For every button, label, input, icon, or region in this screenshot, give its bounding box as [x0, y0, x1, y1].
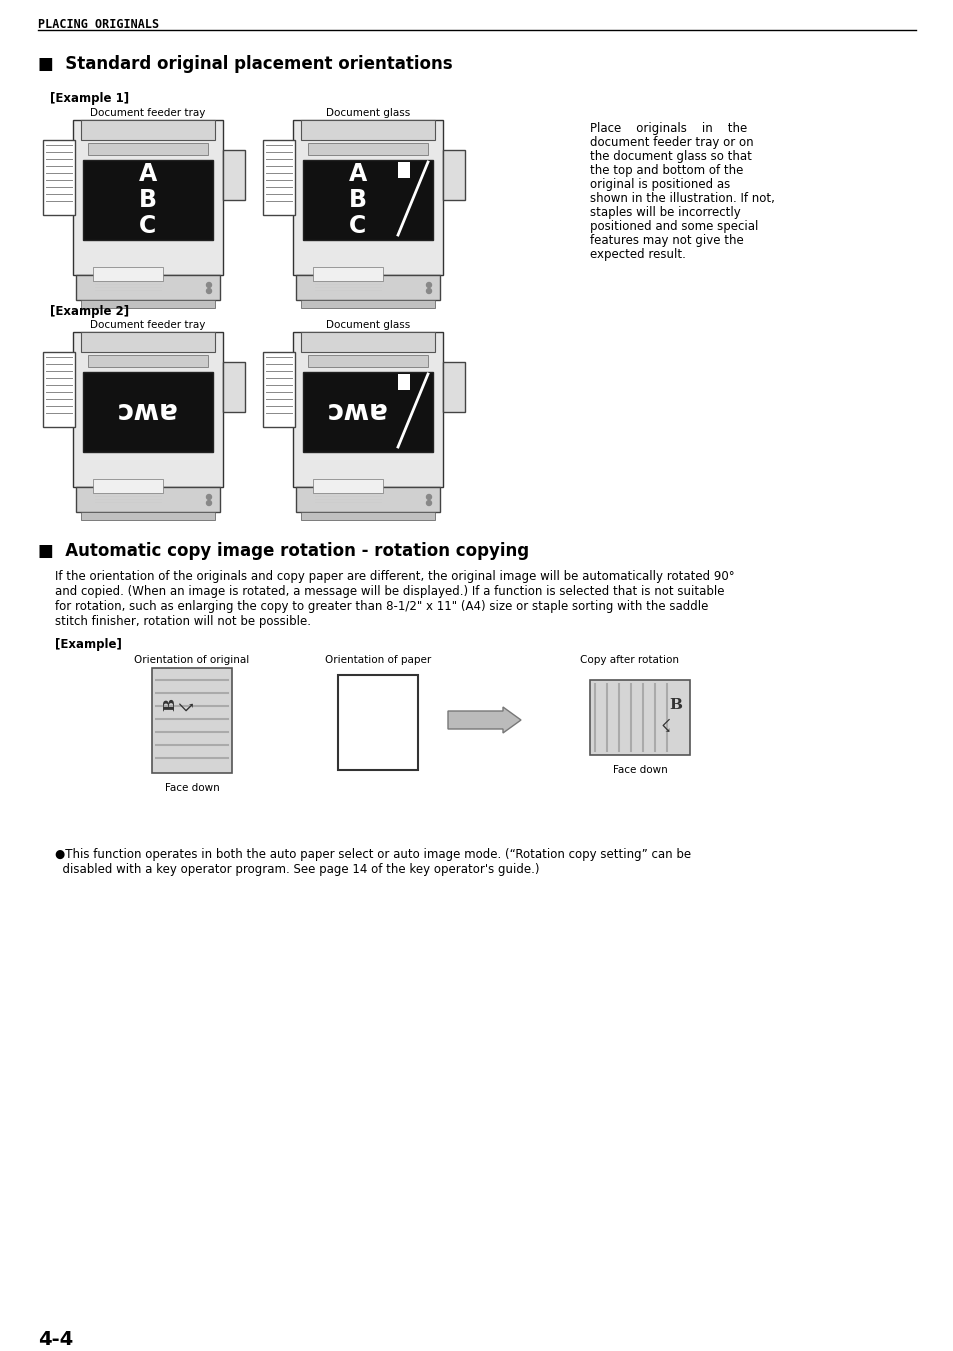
- Bar: [223, 150, 245, 200]
- Text: document feeder tray or on: document feeder tray or on: [589, 136, 753, 149]
- Text: ☇: ☇: [660, 717, 670, 736]
- Bar: [83, 159, 213, 240]
- Text: stitch finisher, rotation will not be possible.: stitch finisher, rotation will not be po…: [55, 615, 311, 628]
- Text: the top and bottom of the: the top and bottom of the: [589, 163, 742, 177]
- Circle shape: [426, 500, 431, 505]
- Bar: [442, 362, 464, 412]
- Bar: [263, 141, 294, 215]
- Bar: [301, 300, 435, 308]
- Text: and copied. (When an image is rotated, a message will be displayed.) If a functi: and copied. (When an image is rotated, a…: [55, 585, 723, 598]
- Bar: [293, 332, 442, 486]
- Text: shown in the illustration. If not,: shown in the illustration. If not,: [589, 192, 774, 205]
- Text: the document glass so that: the document glass so that: [589, 150, 751, 163]
- Bar: [303, 372, 433, 453]
- Text: Copy after rotation: Copy after rotation: [579, 655, 679, 665]
- Bar: [313, 480, 382, 493]
- Text: B: B: [163, 698, 177, 711]
- Text: [Example]: [Example]: [55, 638, 122, 651]
- Text: A
B
C: A B C: [349, 162, 367, 238]
- Text: positioned and some special: positioned and some special: [589, 220, 758, 232]
- Text: Document glass: Document glass: [326, 108, 410, 118]
- Bar: [76, 486, 220, 512]
- Text: staples will be incorrectly: staples will be incorrectly: [589, 205, 740, 219]
- Bar: [442, 150, 464, 200]
- Circle shape: [206, 282, 212, 288]
- Circle shape: [426, 289, 431, 293]
- Bar: [88, 355, 208, 367]
- Bar: [303, 159, 433, 240]
- Text: A
B
C: A B C: [139, 162, 157, 238]
- Bar: [81, 332, 214, 353]
- Bar: [83, 372, 213, 453]
- Text: [Example 2]: [Example 2]: [50, 305, 129, 317]
- Text: PLACING ORIGINALS: PLACING ORIGINALS: [38, 18, 159, 31]
- Circle shape: [426, 494, 431, 500]
- Bar: [589, 680, 689, 755]
- Text: Document feeder tray: Document feeder tray: [91, 320, 206, 330]
- Text: disabled with a key operator program. See page 14 of the key operator's guide.): disabled with a key operator program. Se…: [55, 863, 539, 875]
- Text: [Example 1]: [Example 1]: [50, 92, 129, 105]
- Bar: [43, 353, 75, 427]
- Text: Orientation of paper: Orientation of paper: [325, 655, 431, 665]
- Bar: [76, 276, 220, 300]
- Bar: [397, 374, 410, 390]
- Bar: [308, 143, 428, 155]
- Text: Orientation of original: Orientation of original: [134, 655, 250, 665]
- FancyArrow shape: [448, 707, 520, 734]
- Circle shape: [206, 500, 212, 505]
- Circle shape: [206, 494, 212, 500]
- Text: Document glass: Document glass: [326, 320, 410, 330]
- Text: ɔʍɐ: ɔʍɐ: [327, 399, 388, 426]
- Text: ɔʍɐ: ɔʍɐ: [117, 399, 178, 426]
- Text: B: B: [669, 698, 681, 712]
- Bar: [295, 276, 439, 300]
- Bar: [81, 300, 214, 308]
- Bar: [293, 120, 442, 276]
- Text: for rotation, such as enlarging the copy to greater than 8-1/2" x 11" (A4) size : for rotation, such as enlarging the copy…: [55, 600, 708, 613]
- Text: Document feeder tray: Document feeder tray: [91, 108, 206, 118]
- Text: features may not give the: features may not give the: [589, 234, 743, 247]
- Text: Place    originals    in    the: Place originals in the: [589, 122, 746, 135]
- Bar: [92, 480, 163, 493]
- Bar: [295, 486, 439, 512]
- Bar: [337, 676, 417, 770]
- Text: 4-4: 4-4: [38, 1329, 73, 1350]
- Bar: [73, 120, 223, 276]
- Circle shape: [426, 282, 431, 288]
- Text: ■  Automatic copy image rotation - rotation copying: ■ Automatic copy image rotation - rotati…: [38, 542, 529, 561]
- Bar: [301, 332, 435, 353]
- Text: ☇: ☇: [177, 700, 196, 711]
- Bar: [313, 267, 382, 281]
- Text: ●This function operates in both the auto paper select or auto image mode. (“Rota: ●This function operates in both the auto…: [55, 848, 690, 861]
- Bar: [81, 512, 214, 520]
- Bar: [73, 332, 223, 486]
- Bar: [263, 353, 294, 427]
- Text: original is positioned as: original is positioned as: [589, 178, 729, 190]
- Bar: [397, 162, 410, 178]
- Bar: [81, 120, 214, 141]
- Bar: [223, 362, 245, 412]
- Bar: [301, 512, 435, 520]
- Bar: [88, 143, 208, 155]
- Text: Face down: Face down: [612, 765, 667, 775]
- Text: expected result.: expected result.: [589, 249, 685, 261]
- Text: ■  Standard original placement orientations: ■ Standard original placement orientatio…: [38, 55, 452, 73]
- Bar: [43, 141, 75, 215]
- Text: If the orientation of the originals and copy paper are different, the original i: If the orientation of the originals and …: [55, 570, 734, 584]
- Bar: [301, 120, 435, 141]
- Circle shape: [206, 289, 212, 293]
- Bar: [152, 667, 232, 773]
- Bar: [92, 267, 163, 281]
- Bar: [308, 355, 428, 367]
- Text: Face down: Face down: [165, 784, 219, 793]
